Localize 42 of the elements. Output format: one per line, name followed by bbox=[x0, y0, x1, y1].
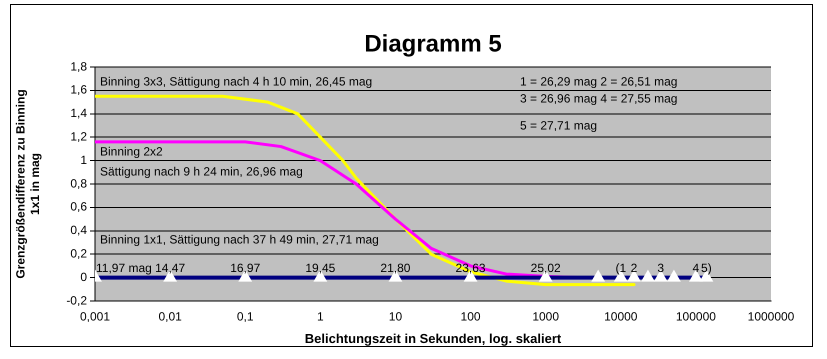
annotation: Binning 1x1, Sättigung nach 37 h 49 min, 27,71 mag bbox=[100, 232, 379, 246]
annotation: 4 bbox=[692, 260, 700, 275]
x-tick-label: 100000 bbox=[676, 310, 716, 324]
y-tick-label: 0,2 bbox=[70, 246, 88, 261]
annotation: 14,47 bbox=[155, 260, 186, 275]
x-axis-title: Belichtungszeit in Sekunden, log. skaliert bbox=[304, 330, 562, 346]
y-tick-label: 1 bbox=[80, 152, 88, 167]
x-tick-label: 10 bbox=[388, 310, 402, 324]
annotation: 25,02 bbox=[530, 260, 562, 275]
annotation: 5) bbox=[701, 260, 712, 275]
annotation: Sättigung nach 9 h 24 min, 26,96 mag bbox=[100, 164, 303, 178]
annotation: 5 = 27,71 mag bbox=[520, 118, 598, 132]
y-tick-label: 0,4 bbox=[70, 223, 88, 238]
x-tick-label: 100 bbox=[460, 310, 481, 324]
annotation: 21,80 bbox=[380, 260, 411, 275]
y-tick-label: 1,6 bbox=[70, 82, 88, 97]
annotation: 3 = 26,96 mag 4 = 27,55 mag bbox=[520, 91, 678, 106]
y-tick-label: 0,6 bbox=[70, 200, 88, 214]
annotation: Binning 3x3, Sättigung nach 4 h 10 min, 26,45 mag bbox=[100, 74, 372, 88]
y-tick-label: 0,8 bbox=[70, 176, 88, 190]
y-tick-label: 1,4 bbox=[70, 106, 88, 120]
annotation: 2 bbox=[630, 260, 638, 275]
x-tick-label: 10000 bbox=[604, 310, 638, 324]
annotation: 16,97 bbox=[230, 260, 261, 275]
x-tick-label: 1000 bbox=[532, 310, 560, 324]
x-tick-label: 1 bbox=[316, 310, 324, 324]
chart-title: Diagramm 5 bbox=[364, 30, 502, 58]
x-tick-label: 1000000 bbox=[748, 310, 795, 324]
y-axis-title: Grenzgrößendifferenz zu Binning 1x1 in mag bbox=[14, 89, 42, 279]
annotation: 11,97 mag bbox=[96, 260, 152, 275]
annotation: Binning 2x2 bbox=[100, 144, 164, 158]
annotation: 19,45 bbox=[305, 260, 336, 275]
x-tick-label: 0,001 bbox=[80, 310, 110, 324]
y-tick-label: -0,2 bbox=[66, 293, 88, 308]
y-tick-label: 1,8 bbox=[70, 59, 88, 74]
x-tick-label: 0,1 bbox=[236, 310, 254, 324]
y-tick-label: 0 bbox=[80, 270, 88, 284]
annotation: 1 = 26,29 mag 2 = 26,51 mag bbox=[520, 74, 678, 88]
y-tick-label: 1,2 bbox=[70, 130, 88, 144]
x-tick-label: 0,01 bbox=[158, 310, 182, 324]
annotation: 3 bbox=[657, 260, 664, 275]
annotation: (1 bbox=[615, 260, 626, 275]
